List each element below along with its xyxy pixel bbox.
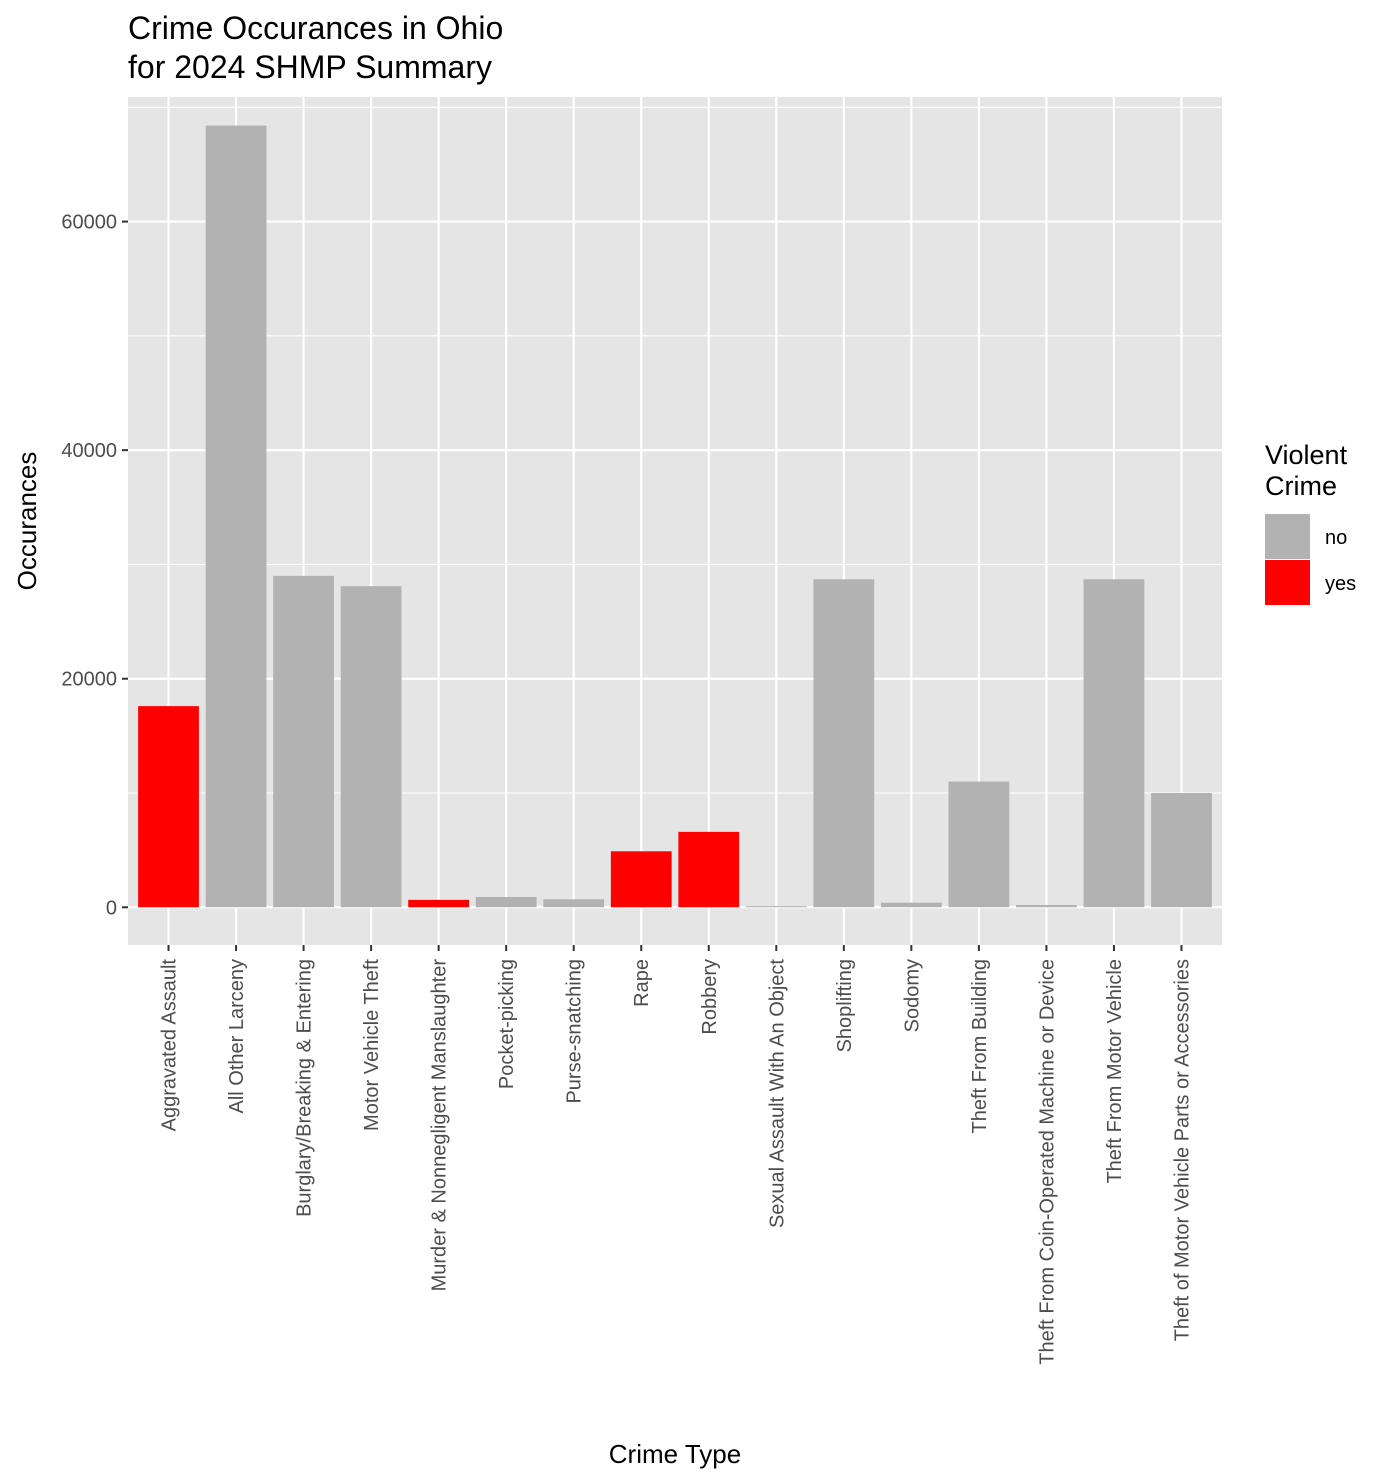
x-tick-label: Murder & Nonnegligent Manslaughter bbox=[429, 959, 451, 1292]
legend-title-line-1: Violent bbox=[1265, 440, 1348, 470]
bar-burglary-breaking-entering bbox=[273, 575, 334, 908]
legend-label-yes: yes bbox=[1325, 573, 1356, 595]
x-tick-label: Sodomy bbox=[901, 959, 923, 1032]
bar-theft-from-motor-vehicle bbox=[1083, 579, 1145, 908]
x-tick-label: Burglary/Breaking & Entering bbox=[294, 959, 316, 1217]
bar-shoplifting bbox=[813, 579, 875, 908]
x-tick-label: Aggravated Assault bbox=[159, 959, 181, 1132]
x-tick-label: Motor Vehicle Theft bbox=[361, 959, 383, 1131]
x-tick-label: Shoplifting bbox=[834, 959, 856, 1052]
x-tick-label: Robbery bbox=[699, 959, 721, 1035]
bar-pocket-picking bbox=[475, 897, 537, 908]
bar-sexual-assault-with-an-object bbox=[745, 906, 807, 908]
x-tick-label: Theft From Building bbox=[969, 959, 991, 1134]
legend: Violent Crime no yes bbox=[1265, 440, 1356, 605]
bar-all-other-larceny bbox=[205, 125, 267, 908]
x-tick-label: Theft From Coin-Operated Machine or Devi… bbox=[1036, 959, 1058, 1365]
x-tick-label: Pocket-picking bbox=[496, 959, 518, 1089]
x-axis-title: Crime Type bbox=[609, 1439, 741, 1469]
y-tick-label: 0 bbox=[106, 897, 117, 919]
y-axis-title: Occurances bbox=[12, 452, 42, 591]
legend-key-yes bbox=[1265, 560, 1310, 605]
x-tick-label: Purse-snatching bbox=[564, 959, 586, 1104]
bar-theft-of-motor-vehicle-parts-or-accessories bbox=[1151, 793, 1212, 908]
bars bbox=[138, 125, 1212, 908]
x-tick-label: Sexual Assault With An Object bbox=[766, 959, 788, 1228]
legend-title-line-2: Crime bbox=[1265, 471, 1337, 501]
legend-label-no: no bbox=[1325, 527, 1347, 549]
y-tick-label: 40000 bbox=[61, 440, 117, 462]
bar-theft-from-building bbox=[948, 781, 1010, 908]
x-tick-label: Theft of Motor Vehicle Parts or Accessor… bbox=[1171, 959, 1193, 1341]
chart-title-line-1: Crime Occurances in Ohio bbox=[128, 10, 503, 46]
bar-sodomy bbox=[880, 902, 942, 908]
x-tick-label: Theft From Motor Vehicle bbox=[1104, 959, 1126, 1184]
bar-motor-vehicle-theft bbox=[340, 586, 402, 908]
x-tick-label: All Other Larceny bbox=[226, 959, 248, 1114]
bar-robbery bbox=[678, 831, 740, 908]
bar-murder-nonnegligent-manslaughter bbox=[408, 899, 470, 908]
bar-purse-snatching bbox=[543, 899, 605, 908]
x-tick-label: Rape bbox=[631, 959, 653, 1007]
y-axis-ticks: 0 20000 40000 60000 bbox=[61, 212, 128, 919]
chart-title-line-2: for 2024 SHMP Summary bbox=[128, 49, 492, 85]
y-tick-label: 20000 bbox=[61, 669, 117, 691]
bar-aggravated-assault bbox=[138, 706, 199, 908]
bar-rape bbox=[610, 851, 672, 908]
x-axis-ticks: Aggravated Assault All Other Larceny Burgl… bbox=[159, 945, 1193, 1365]
legend-key-no bbox=[1265, 514, 1310, 559]
y-tick-label: 60000 bbox=[61, 212, 117, 234]
bar-theft-from-coin-operated-machine-or-device bbox=[1016, 905, 1077, 908]
